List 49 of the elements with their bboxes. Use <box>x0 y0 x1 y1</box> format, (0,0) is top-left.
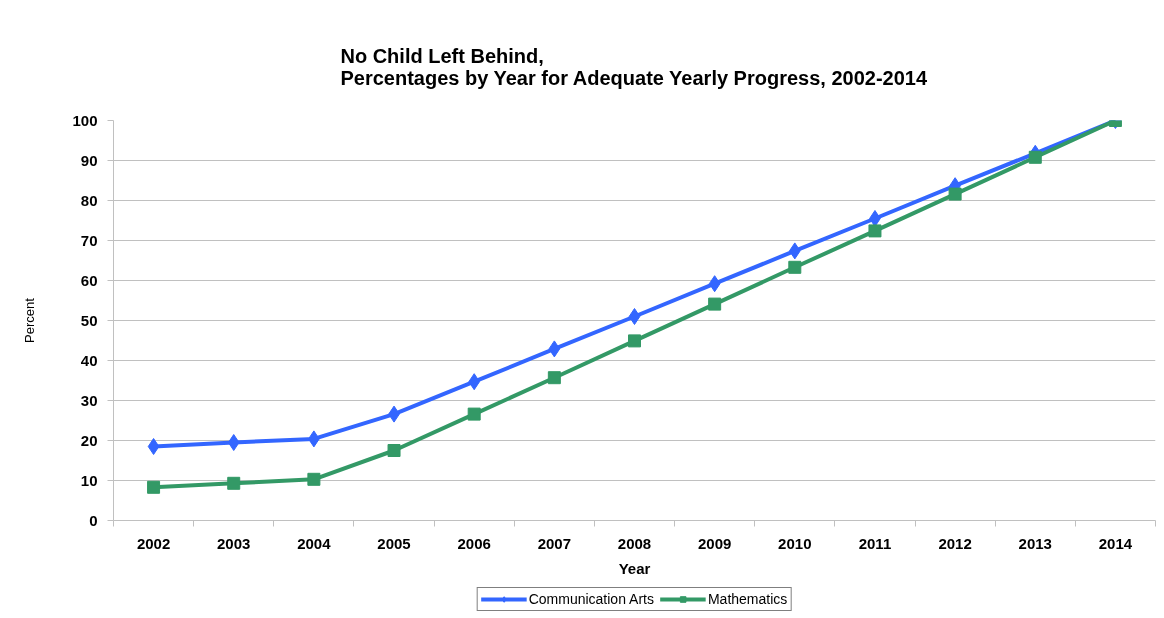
chart-title: No Child Left Behind, Percentages by Year for Adequate Yearly Progress, 2002-2014 <box>340 44 928 89</box>
point <box>948 187 962 201</box>
point <box>788 242 801 260</box>
point <box>307 472 321 486</box>
point <box>1028 150 1042 164</box>
y-tick-label: 20 <box>80 431 98 449</box>
y-tick-label: 50 <box>80 311 98 329</box>
x-tick-label: 2014 <box>1098 534 1133 552</box>
y-tick-label: 90 <box>80 151 98 169</box>
x-tick-label: 2006 <box>457 534 491 552</box>
x-tick-label: 2011 <box>858 534 892 552</box>
x-tick-label: 2003 <box>217 534 251 552</box>
x-tick-label: 2009 <box>697 534 732 552</box>
y-tick-label: 80 <box>80 191 98 209</box>
x-tick-label: 2013 <box>1018 534 1052 552</box>
legend-label: Communication Arts <box>528 591 654 607</box>
point <box>467 407 481 421</box>
y-tick-label: 30 <box>80 391 98 409</box>
point <box>708 297 722 311</box>
point <box>387 444 401 457</box>
point <box>147 438 160 455</box>
point <box>147 480 161 494</box>
y-tick-label: 40 <box>80 351 98 369</box>
point <box>868 224 882 238</box>
point <box>869 210 881 227</box>
y-tick-label: 60 <box>80 271 98 289</box>
y-tick-label: 70 <box>80 231 98 249</box>
point <box>227 434 240 451</box>
x-tick-label: 2004 <box>297 534 332 552</box>
point <box>628 308 641 325</box>
point <box>548 340 561 358</box>
x-tick-label: 2008 <box>617 534 652 552</box>
x-tick-label: 2007 <box>537 534 572 552</box>
x-tick-label: 2012 <box>938 534 972 552</box>
x-tick-label: 2005 <box>377 534 411 552</box>
y-axis-title: Percent <box>22 297 38 343</box>
x-axis-title: Year <box>618 559 651 577</box>
point <box>628 334 641 348</box>
point <box>468 373 481 391</box>
x-tick-label: 2010 <box>778 534 812 552</box>
point <box>788 260 802 274</box>
point <box>547 371 561 385</box>
point <box>227 476 241 490</box>
point <box>708 275 721 293</box>
y-tick-label: 10 <box>80 471 98 489</box>
legend-label: Mathematics <box>707 591 788 607</box>
y-tick-label: 100 <box>72 111 98 129</box>
x-tick-label: 2002 <box>136 534 171 552</box>
y-tick-label: 0 <box>89 511 98 529</box>
